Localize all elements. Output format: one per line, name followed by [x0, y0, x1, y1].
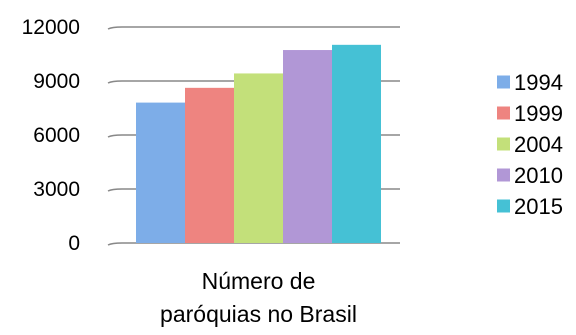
gridline-6000	[107, 134, 400, 138]
legend-swatch-2010	[497, 168, 510, 182]
legend-label-1999: 1999	[514, 101, 563, 126]
bar-1999	[185, 87, 234, 243]
x-category-label: Número de paróquias no Brasil	[160, 268, 357, 327]
gridlines	[107, 26, 400, 246]
x-category-label-line-2: paróquias no Brasil	[160, 301, 357, 327]
y-tick-label: 6000	[33, 124, 80, 147]
gridline-9000	[107, 80, 400, 84]
legend-label-2010: 2010	[514, 163, 563, 188]
legend: 1994 1999 2004 2010 2015	[497, 70, 563, 219]
x-category-label-line-1: Número de	[202, 268, 316, 294]
gridline-12000	[107, 26, 400, 30]
bar-2015	[332, 44, 381, 243]
legend-swatch-2015	[497, 199, 510, 213]
bar-2010	[283, 50, 332, 243]
bar-1994	[136, 102, 185, 243]
bars	[136, 44, 381, 243]
y-tick-label: 12000	[22, 16, 80, 39]
legend-swatch-1994	[497, 75, 510, 89]
gridline-0	[107, 242, 400, 246]
legend-swatch-1999	[497, 106, 510, 120]
bar-2004	[234, 73, 283, 243]
y-axis-ticks: 0 3000 6000 9000 12000	[22, 16, 80, 255]
y-tick-label: 0	[68, 232, 80, 255]
gridline-3000	[107, 188, 400, 192]
legend-label-1994: 1994	[514, 70, 563, 95]
y-tick-label: 9000	[33, 70, 80, 93]
y-tick-label: 3000	[33, 178, 80, 201]
legend-swatch-2004	[497, 137, 510, 151]
legend-label-2004: 2004	[514, 132, 563, 157]
legend-label-2015: 2015	[514, 194, 563, 219]
